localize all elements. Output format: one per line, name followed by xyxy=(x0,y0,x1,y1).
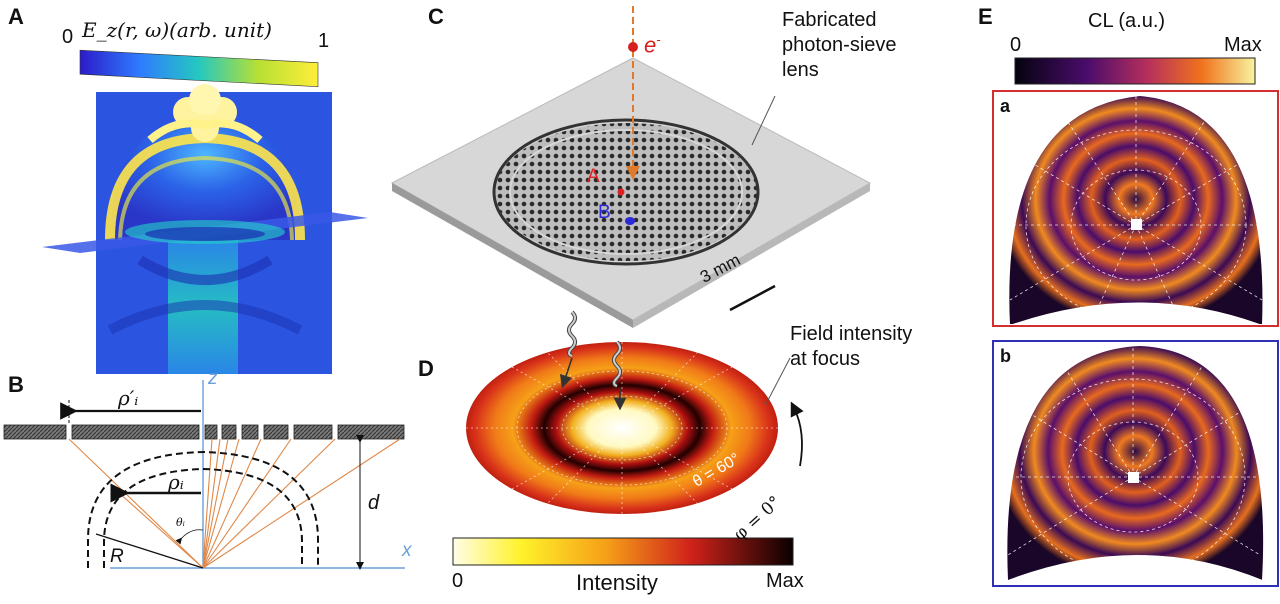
x-axis-label: x xyxy=(402,540,412,561)
panel-letter-a: A xyxy=(8,4,24,29)
cl-colorbar xyxy=(1014,57,1256,85)
panel-letter-d: D xyxy=(418,356,434,381)
cl-map-b xyxy=(1000,346,1270,584)
lens-annotation-line-2: photon-sieve xyxy=(782,34,897,56)
dome-inner xyxy=(103,467,303,568)
phi-arrow xyxy=(790,401,804,467)
point-b-marker xyxy=(625,217,635,225)
cl-colorbar-max: Max xyxy=(1224,34,1262,56)
panel-letter-c: C xyxy=(428,4,444,29)
theta-label: θᵢ xyxy=(176,516,185,529)
rho-label: ρᵢ xyxy=(168,470,184,494)
radius-line xyxy=(95,533,204,569)
panel-letter-e: E xyxy=(978,4,993,29)
panel-a xyxy=(42,49,368,374)
panel-d xyxy=(452,310,804,566)
panel-e xyxy=(992,57,1279,587)
electron-symbol: e xyxy=(644,32,657,58)
cl-colorbar-title: CL (a.u.) xyxy=(1088,10,1166,32)
field-annotation-line-1: Field intensity xyxy=(790,323,913,345)
dome-outer xyxy=(87,450,319,568)
sub-panel-b-label: b xyxy=(1000,346,1011,366)
radius-label: R xyxy=(110,546,124,567)
panel-c xyxy=(390,6,872,328)
z-axis-label: z xyxy=(208,368,218,389)
point-a-marker xyxy=(617,188,625,196)
electron-label: e- xyxy=(644,32,661,58)
lens-annotation: Fabricated photon-sieve lens xyxy=(782,8,897,83)
photon-sieve xyxy=(488,116,764,268)
point-b-label: B xyxy=(598,202,611,223)
lens-annotation-line-1: Fabricated xyxy=(782,9,877,31)
panel-a-colorbar-title: E_z(r, ω)(arb. unit) xyxy=(82,18,272,42)
d-label: d xyxy=(368,492,380,514)
field-annotation: Field intensity at focus xyxy=(790,322,912,372)
rays xyxy=(68,438,401,569)
panel-letter-b: B xyxy=(8,372,24,397)
intensity-colorbar-min: 0 xyxy=(452,570,464,592)
panel-b xyxy=(3,380,405,570)
rho-prime-label: ρ′ᵢ xyxy=(118,386,139,410)
panel-a-colorbar-min: 0 xyxy=(62,26,74,48)
panel-a-colorbar-max: 1 xyxy=(318,30,330,52)
lens-annotation-line-3: lens xyxy=(782,59,819,81)
scale-bar xyxy=(729,284,776,312)
electron-dot xyxy=(628,42,638,52)
panel-a-colorbar xyxy=(79,49,319,87)
intensity-colorbar xyxy=(452,537,794,566)
cl-map-a xyxy=(1000,96,1270,324)
point-a-label: A xyxy=(587,166,600,187)
field-annotation-line-2: at focus xyxy=(790,348,861,370)
intensity-colorbar-title: Intensity xyxy=(576,570,658,595)
sub-panel-a-label: a xyxy=(1000,96,1011,116)
cl-colorbar-min: 0 xyxy=(1010,34,1022,56)
sieve-plate xyxy=(3,424,405,440)
intensity-colorbar-max: Max xyxy=(766,570,804,592)
electron-charge: - xyxy=(656,32,661,47)
